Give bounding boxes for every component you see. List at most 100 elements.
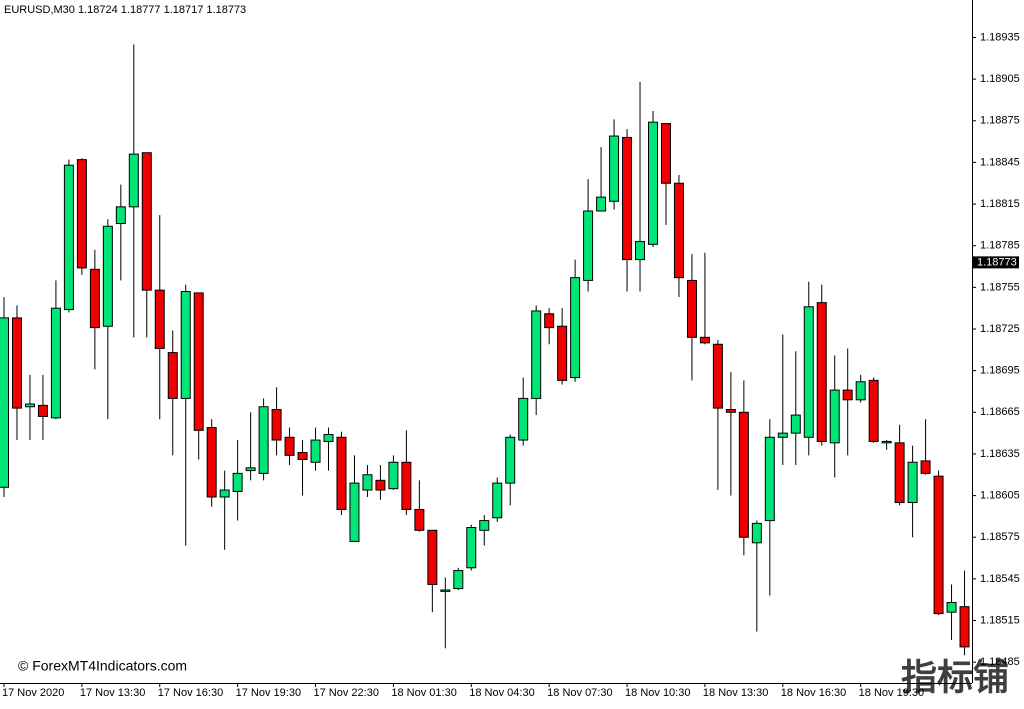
candle-body — [816, 302, 827, 442]
candle-body — [388, 461, 399, 490]
x-tick-label: 17 Nov 22:30 — [314, 687, 379, 699]
y-tick-label: 1.18905 — [980, 73, 1020, 85]
candle-body — [115, 206, 126, 225]
candle-body — [596, 196, 607, 212]
candle-body — [544, 313, 555, 329]
candle-body — [401, 461, 412, 510]
y-tick-label: 1.18845 — [980, 156, 1020, 168]
candle-body — [349, 482, 360, 542]
candle-body — [492, 482, 503, 519]
candle-body — [712, 343, 723, 409]
candle-body — [453, 570, 464, 590]
candle-body — [803, 306, 814, 438]
x-tick-label: 18 Nov 10:30 — [625, 687, 690, 699]
candle-body — [790, 414, 801, 434]
candle-body — [686, 279, 697, 338]
candle-body — [323, 434, 334, 442]
candle-body — [0, 317, 9, 488]
y-tick-label: 1.18635 — [980, 448, 1020, 460]
x-tick-label: 18 Nov 19:30 — [859, 687, 924, 699]
candle-body — [855, 381, 866, 401]
candle-body — [76, 159, 87, 269]
candle-body — [946, 601, 957, 613]
y-tick-label: 1.18545 — [980, 573, 1020, 585]
candle-body — [141, 152, 152, 291]
y-tick-label: 1.18785 — [980, 240, 1020, 252]
current-price-box — [973, 256, 1019, 269]
candle-body — [648, 121, 658, 245]
candle-body — [284, 436, 295, 456]
candle-body — [583, 210, 594, 281]
candle-body — [505, 436, 516, 484]
candle-body — [50, 307, 61, 419]
watermark: 指标铺 — [901, 657, 1009, 698]
candle-body — [738, 411, 749, 538]
candle-body — [933, 475, 944, 615]
y-tick-label: 1.18755 — [980, 281, 1020, 293]
candle-body — [842, 389, 853, 401]
y-tick-label: 1.18575 — [980, 531, 1020, 543]
candle-body — [167, 352, 178, 399]
x-tick-label: 18 Nov 13:30 — [703, 687, 768, 699]
candle-body — [777, 432, 788, 438]
candle-body — [219, 489, 230, 498]
x-tick-label: 18 Nov 04:30 — [469, 687, 534, 699]
candle-body — [518, 397, 529, 441]
candle-body — [557, 325, 568, 381]
candles — [0, 44, 970, 656]
y-tick-label: 1.18695 — [980, 365, 1020, 377]
y-tick-label: 1.18725 — [980, 323, 1020, 335]
candle-body — [128, 153, 139, 208]
y-tick-label: 1.18815 — [980, 198, 1020, 210]
x-tick-label: 17 Nov 2020 — [2, 687, 64, 699]
y-tick-label: 1.18515 — [980, 614, 1020, 626]
candle-body — [154, 289, 165, 349]
candle-body — [258, 406, 269, 474]
y-tick-label: 1.18935 — [980, 31, 1020, 43]
candle-body — [245, 467, 256, 472]
x-tick-label: 17 Nov 19:30 — [236, 687, 301, 699]
candle-body — [193, 292, 204, 431]
y-tick-label: 1.18875 — [980, 115, 1020, 127]
candle-body — [37, 404, 48, 417]
candle-body — [673, 182, 684, 279]
x-tick-label: 17 Nov 13:30 — [80, 687, 145, 699]
candle-body — [531, 310, 542, 399]
candle-body — [24, 403, 35, 408]
candle-body — [427, 529, 438, 585]
chart-title: EURUSD,M30 1.18724 1.18777 1.18717 1.187… — [4, 4, 246, 16]
candle-body — [63, 164, 74, 311]
candle-body — [310, 439, 321, 463]
candle-body — [660, 123, 671, 184]
candle-body — [11, 317, 22, 409]
candle-body — [609, 135, 620, 202]
candle-body — [920, 460, 931, 474]
candle-body — [894, 442, 905, 504]
candle-body — [297, 452, 308, 460]
candle-body — [725, 409, 736, 413]
candle-body — [622, 136, 633, 261]
candle-body — [232, 472, 243, 492]
copyright: © ForexMT4Indicators.com — [18, 658, 187, 674]
candle-body — [375, 479, 386, 491]
candle-body — [570, 277, 581, 379]
candle-body — [479, 520, 490, 531]
candle-body — [868, 379, 879, 442]
y-tick-label: 1.18485 — [980, 656, 1020, 668]
candle-body — [466, 527, 477, 569]
candle-body — [881, 440, 892, 444]
candle-body — [271, 409, 282, 441]
candle-body — [907, 461, 918, 504]
candle-body — [414, 508, 425, 531]
candle-body — [102, 225, 113, 327]
candle-body — [180, 291, 191, 399]
candle-body — [89, 268, 100, 329]
candle-body — [699, 336, 710, 344]
candle-body — [829, 389, 840, 444]
x-tick-label: 18 Nov 07:30 — [547, 687, 612, 699]
candle-body — [336, 436, 347, 510]
candle-body — [751, 522, 762, 544]
